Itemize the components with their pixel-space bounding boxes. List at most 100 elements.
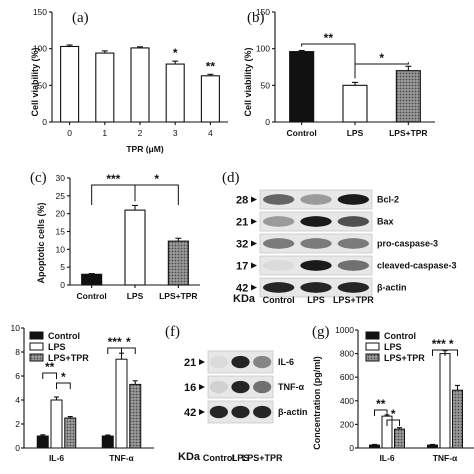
legend-label: LPS+TPR bbox=[48, 353, 89, 363]
bar bbox=[81, 273, 103, 286]
panel-a: (a) Cell viability (%) TPR (μM) 0 50 100 15… bbox=[0, 0, 237, 158]
bar bbox=[130, 47, 150, 123]
blot-band bbox=[209, 405, 228, 419]
significance-label: *** bbox=[432, 337, 446, 351]
x-tick-label: TNF-α bbox=[433, 453, 458, 463]
bar bbox=[129, 383, 142, 449]
panel-label-c: (c) bbox=[30, 170, 47, 186]
panel-b: (b) Cell viability (%) 0 50 100 150 Control L… bbox=[237, 0, 474, 158]
bar bbox=[50, 399, 63, 449]
panel-label-g: (g) bbox=[312, 324, 330, 340]
bar bbox=[342, 84, 368, 123]
bar bbox=[64, 417, 77, 449]
marker-arrow-icon bbox=[199, 384, 205, 390]
blot-band bbox=[209, 355, 228, 369]
panel-label-b: (b) bbox=[247, 10, 265, 26]
kda-size-label: 21 bbox=[236, 217, 248, 229]
significance-label: * bbox=[379, 51, 384, 65]
kda-size-label: 21 bbox=[184, 357, 196, 369]
blot-band bbox=[231, 355, 250, 369]
bar bbox=[439, 353, 451, 449]
significance-label: *** bbox=[108, 335, 122, 349]
protein-label: pro-caspase-3 bbox=[377, 239, 438, 249]
panel-c: (c) Apoptotic cells (%) 0 5 10 15 20 25 30 Cont… bbox=[0, 160, 215, 315]
y-tick-label: 800 bbox=[340, 349, 354, 359]
legend-label: LPS+TPR bbox=[384, 353, 425, 363]
x-tick-label: 1 bbox=[102, 128, 107, 138]
bar bbox=[452, 389, 463, 449]
blot-band bbox=[253, 355, 272, 369]
blot-band bbox=[262, 194, 295, 205]
blot-band bbox=[253, 380, 272, 394]
bar bbox=[395, 70, 421, 123]
significance-bracket bbox=[444, 349, 458, 356]
blot-band bbox=[262, 216, 295, 227]
protein-label: Bax bbox=[377, 217, 394, 227]
blot-band bbox=[337, 238, 370, 249]
kda-size-label: 42 bbox=[184, 407, 196, 419]
blot-band bbox=[209, 380, 228, 394]
x-axis-label-a: TPR (μM) bbox=[126, 144, 163, 154]
legend-swatch bbox=[29, 342, 44, 351]
y-tick-label: 2 bbox=[15, 419, 20, 429]
blot-band bbox=[262, 260, 295, 271]
y-tick-label: 4 bbox=[15, 395, 20, 405]
legend-label: LPS bbox=[48, 342, 66, 352]
blot-band bbox=[231, 405, 250, 419]
kda-size-label: 16 bbox=[184, 382, 196, 394]
y-tick-label: 400 bbox=[340, 396, 354, 406]
bar bbox=[115, 358, 128, 449]
chart-c-svg: (c) Apoptotic cells (%) 0 5 10 15 20 25 30 Cont… bbox=[30, 170, 200, 301]
blot-band bbox=[300, 282, 332, 293]
significance-label: ** bbox=[376, 397, 386, 411]
bar bbox=[124, 209, 146, 286]
marker-arrow-icon bbox=[251, 196, 257, 203]
marker-arrow-icon bbox=[199, 359, 205, 365]
y-axis-label-a: Cell viability (%) bbox=[30, 47, 40, 116]
legend-label: Control bbox=[48, 331, 80, 341]
significance-label: * bbox=[61, 370, 66, 384]
legend-swatch bbox=[365, 331, 380, 340]
legend-swatch bbox=[365, 353, 380, 362]
blot-band bbox=[262, 238, 295, 249]
blot-band bbox=[300, 216, 332, 227]
y-tick-label: 150 bbox=[256, 7, 270, 17]
chart-b-svg: (b) Cell viability (%) 0 50 100 150 Control L… bbox=[243, 7, 435, 138]
significance-bracket bbox=[354, 62, 409, 79]
blot-f-svg: (f) KDa 21 IL-616 TNF-α42 β-actinControlLPS… bbox=[165, 324, 308, 463]
blot-band bbox=[337, 282, 370, 293]
blot-band bbox=[262, 282, 295, 293]
legend-swatch bbox=[29, 331, 44, 340]
x-tick-label: 2 bbox=[138, 128, 143, 138]
protein-label: TNF-α bbox=[278, 382, 304, 392]
significance-bracket bbox=[301, 43, 356, 64]
y-tick-label: 50 bbox=[261, 80, 271, 90]
kda-size-label: 28 bbox=[236, 195, 248, 207]
significance-label: ** bbox=[324, 31, 334, 45]
lane-label: Control bbox=[203, 453, 235, 463]
blot-band bbox=[300, 238, 332, 249]
y-tick-label: 50 bbox=[38, 80, 48, 90]
x-tick-label: IL-6 bbox=[379, 453, 394, 463]
significance-label: * bbox=[154, 172, 159, 186]
y-tick-label: 0 bbox=[15, 443, 20, 453]
marker-arrow-icon bbox=[251, 284, 257, 291]
x-tick-label: LPS+TPR bbox=[159, 291, 198, 301]
panel-label-a: (a) bbox=[72, 10, 89, 26]
kda-size-label: 42 bbox=[236, 283, 248, 295]
y-tick-label: 150 bbox=[33, 7, 47, 17]
y-tick-label: 0 bbox=[265, 117, 270, 127]
marker-arrow-icon bbox=[199, 409, 205, 415]
y-tick-label: 10 bbox=[56, 244, 66, 254]
significance-label: * bbox=[449, 337, 454, 351]
blot-band bbox=[337, 260, 370, 271]
protein-label: cleaved-caspase-3 bbox=[377, 261, 457, 271]
significance-bracket bbox=[386, 419, 400, 426]
panel-g: (g) Concentration (pg/ml) 0 200 400 600 800 1… bbox=[310, 318, 474, 474]
protein-label: IL-6 bbox=[278, 357, 294, 367]
x-tick-label: IL-6 bbox=[49, 453, 64, 463]
significance-label: * bbox=[391, 407, 396, 421]
bar bbox=[95, 52, 115, 123]
significance-bracket bbox=[134, 184, 179, 205]
